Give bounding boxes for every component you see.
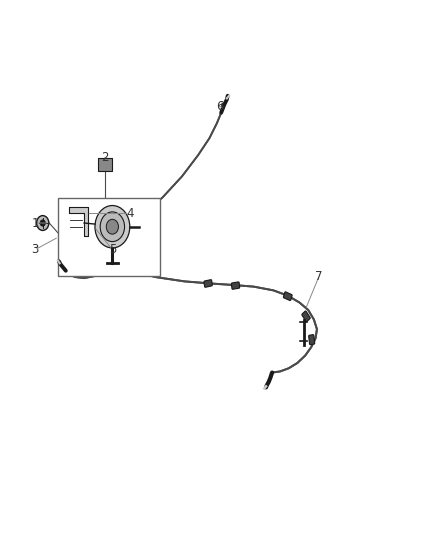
Circle shape	[40, 220, 46, 226]
Polygon shape	[69, 207, 88, 236]
Circle shape	[37, 216, 49, 230]
Circle shape	[106, 219, 118, 234]
FancyBboxPatch shape	[283, 292, 292, 301]
Bar	[99, 158, 112, 171]
Text: 1: 1	[32, 216, 39, 230]
Text: 4: 4	[126, 207, 134, 220]
FancyBboxPatch shape	[204, 280, 212, 287]
Text: 2: 2	[101, 151, 109, 164]
Text: 6: 6	[216, 100, 224, 113]
Circle shape	[95, 206, 130, 248]
Circle shape	[100, 212, 124, 241]
FancyBboxPatch shape	[302, 311, 310, 322]
Bar	[58, 198, 160, 276]
FancyBboxPatch shape	[231, 282, 240, 289]
Text: 3: 3	[32, 243, 39, 256]
Text: 5: 5	[109, 243, 116, 256]
FancyBboxPatch shape	[309, 335, 315, 345]
Text: 7: 7	[315, 270, 323, 282]
